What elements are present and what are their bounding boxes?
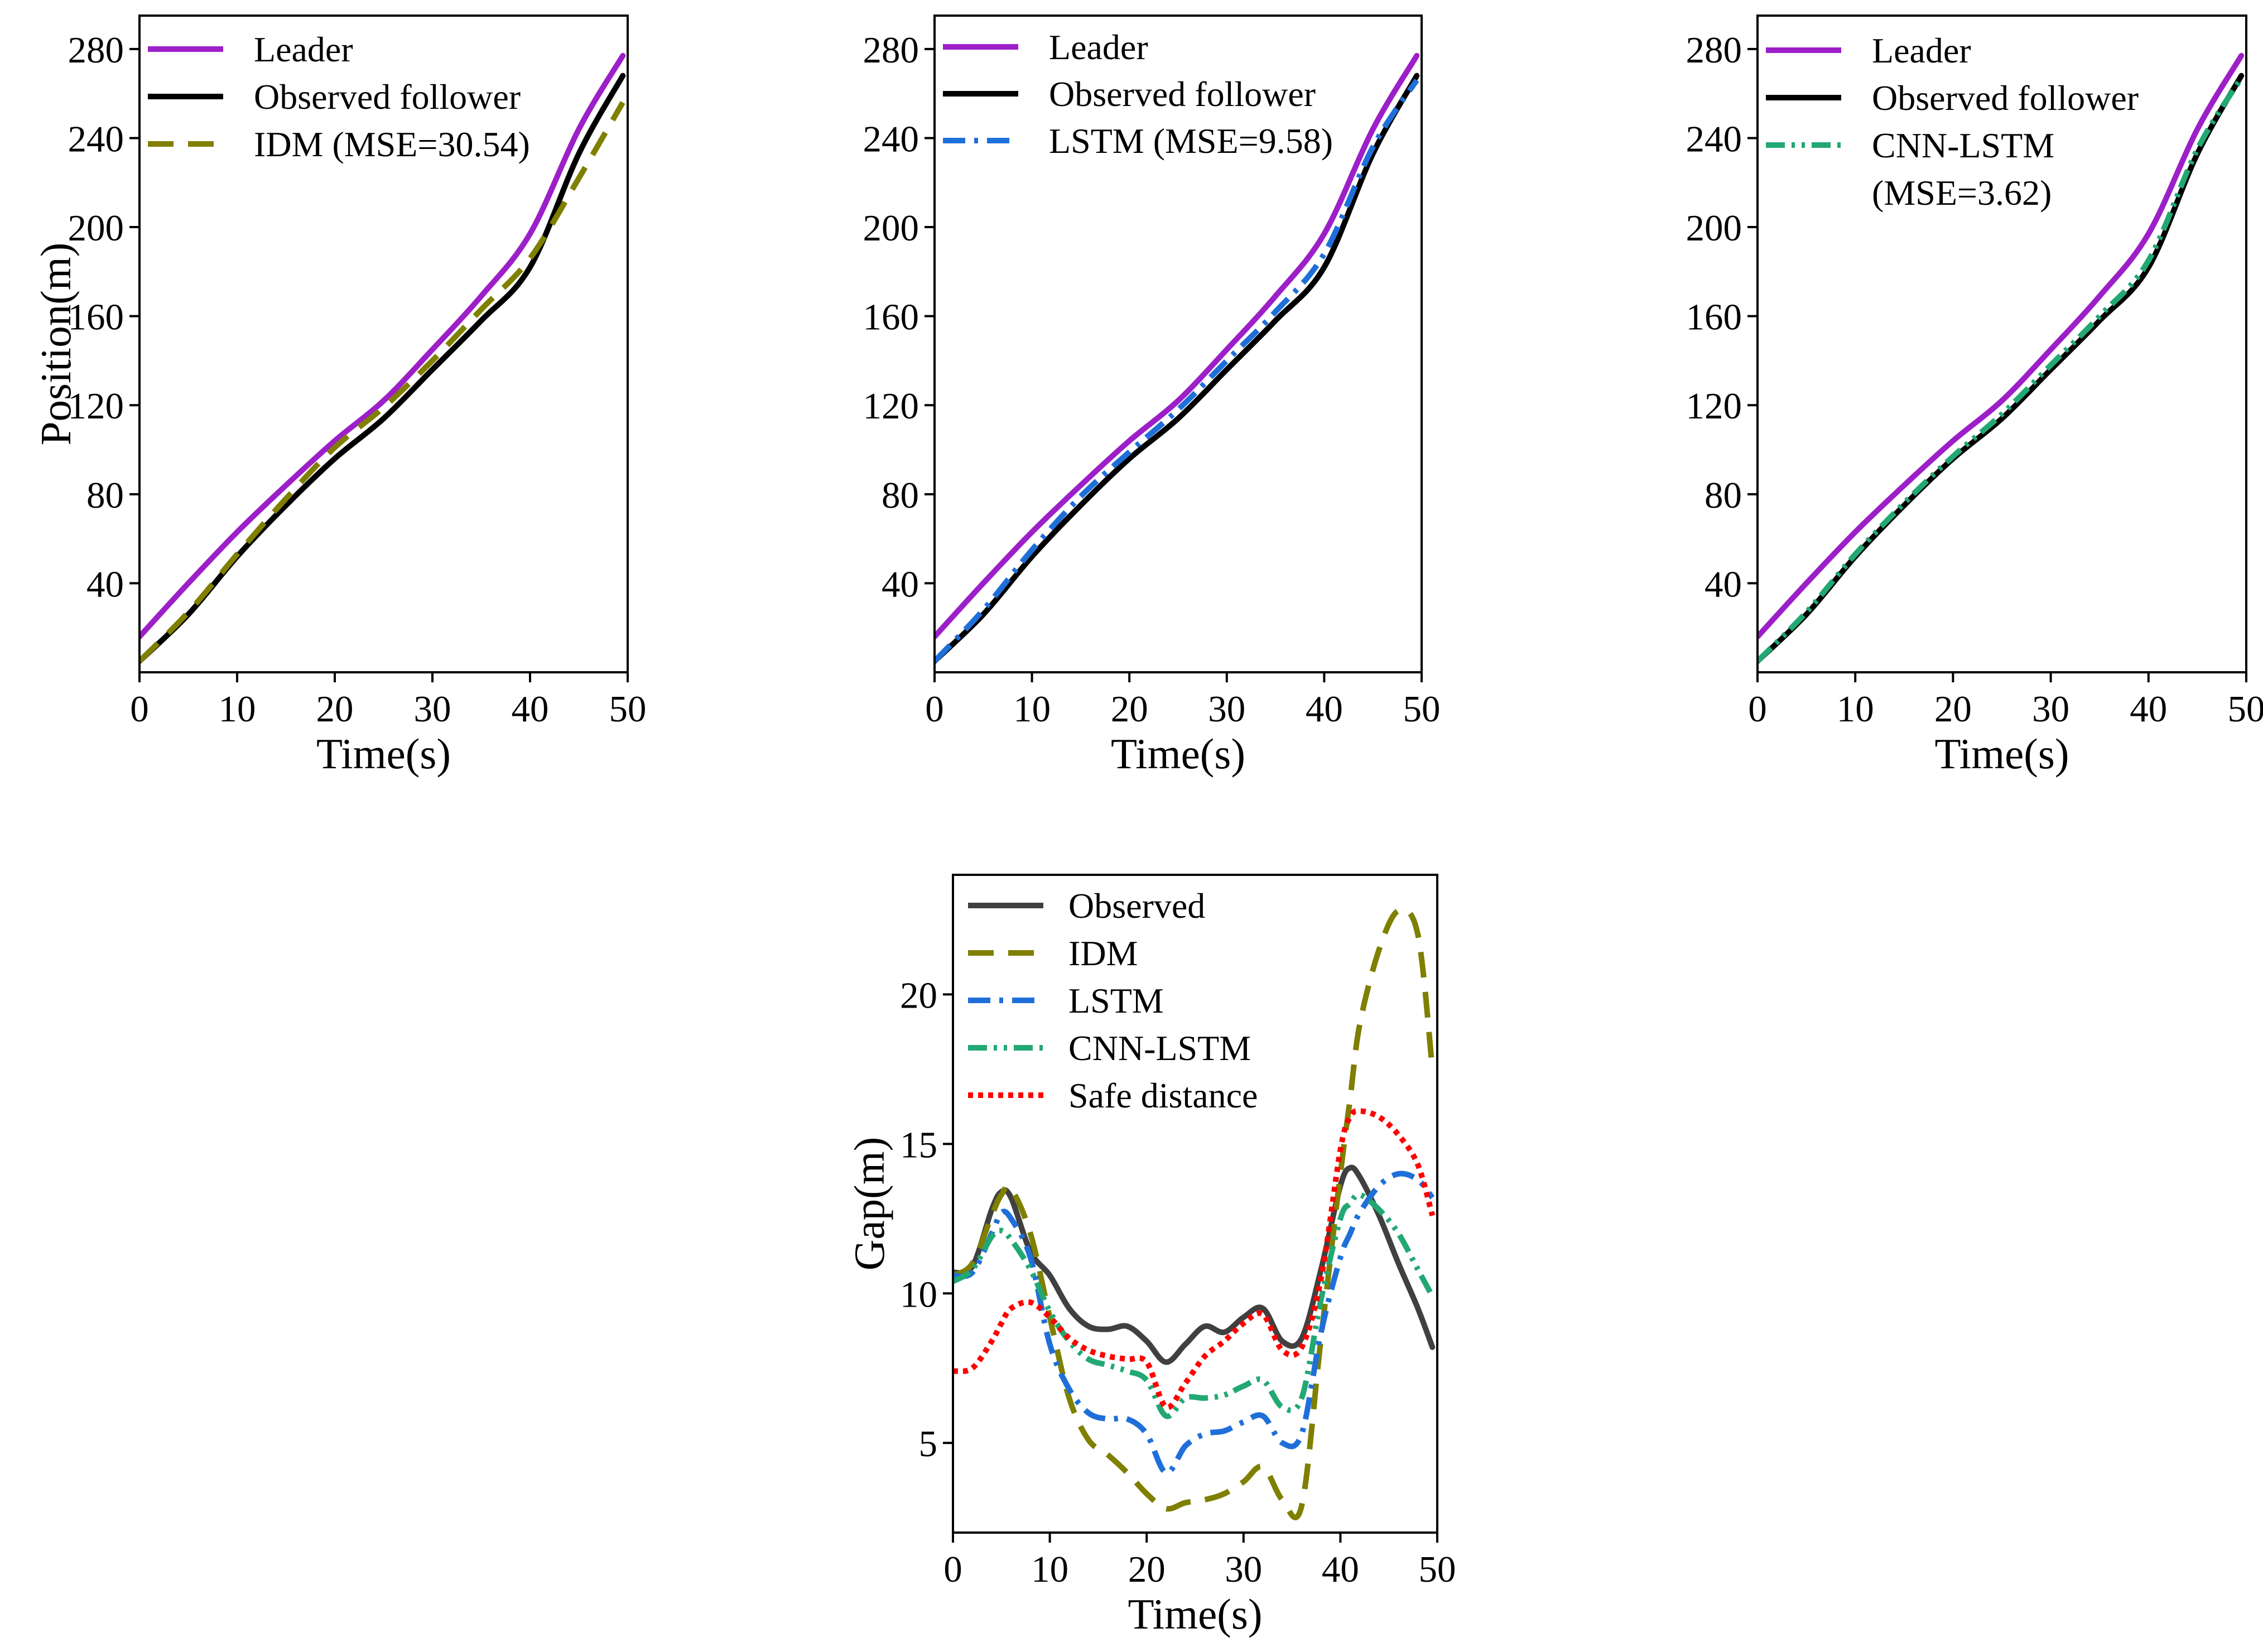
series-line-leader xyxy=(935,52,1420,640)
y-tick-label: 120 xyxy=(863,386,919,427)
legend-label: Observed follower xyxy=(254,77,521,117)
y-tick-label: 160 xyxy=(863,297,919,338)
series-line-cnn-lstm xyxy=(953,1192,1435,1419)
series-group xyxy=(139,52,626,664)
chart-panel_lstm: 0 10 20 30 40 50 40 80 120 160 200 240 280 Time(s) Lea… xyxy=(863,15,1441,778)
x-tick-label: 20 xyxy=(1128,1549,1166,1590)
plot-frame xyxy=(138,15,629,673)
x-tick-label: 0 xyxy=(925,688,944,730)
x-tick-label: 30 xyxy=(2032,688,2069,730)
x-tick-label: 10 xyxy=(1837,688,1874,730)
legend-label: Observed follower xyxy=(1872,78,2139,118)
legend: Observed IDM LSTM CNN-LSTM Safe distance xyxy=(968,886,1258,1115)
y-tick-label: 120 xyxy=(68,386,124,427)
series-line-leader xyxy=(139,52,626,640)
y-tick-label: 280 xyxy=(863,30,919,71)
x-tick-label: 40 xyxy=(1322,1549,1359,1590)
legend-label: LSTM xyxy=(1068,981,1164,1020)
plot-frame xyxy=(952,874,1438,1534)
x-axis-title: Time(s) xyxy=(316,730,451,778)
y-tick-label: 5 xyxy=(919,1423,938,1465)
legend-label: IDM (MSE=30.54) xyxy=(254,124,530,164)
x-tick-label: 50 xyxy=(2228,688,2263,730)
series-line-observed-follower xyxy=(935,73,1420,664)
x-tick-label: 10 xyxy=(1013,688,1051,730)
x-axis-title: Time(s) xyxy=(1111,730,1245,778)
chart-panel_idm: 0 10 20 30 40 50 40 80 120 160 200 240 280 Time(s) Pos… xyxy=(32,15,647,778)
plot-frame xyxy=(1756,15,2247,673)
series-line-safe-distance xyxy=(953,1108,1436,1410)
legend-label: Leader xyxy=(254,30,353,69)
y-axis-title: Gap(m) xyxy=(845,1137,893,1270)
legend-label: Leader xyxy=(1872,31,1971,70)
y-tick-label: 240 xyxy=(68,118,124,160)
y-tick-label: 15 xyxy=(900,1124,937,1165)
x-axis-title: Time(s) xyxy=(1128,1590,1262,1638)
legend-label: Leader xyxy=(1049,27,1148,67)
legend-label: IDM xyxy=(1068,933,1138,973)
legend: Leader Observed follower IDM (MSE=30.54) xyxy=(148,30,530,164)
series-group xyxy=(935,52,1420,664)
x-axis-title: Time(s) xyxy=(1934,730,2069,778)
y-tick-label: 200 xyxy=(68,208,124,249)
series-group xyxy=(1758,52,2245,664)
y-tick-label: 10 xyxy=(900,1274,937,1315)
y-tick-label: 280 xyxy=(1686,30,1742,71)
x-tick-label: 20 xyxy=(316,688,354,730)
legend: Leader Observed follower CNN-LSTM (MSE=3.62… xyxy=(1766,31,2139,213)
y-tick-label: 80 xyxy=(882,475,919,516)
legend: Leader Observed follower LSTM (MSE=9.58) xyxy=(943,27,1333,161)
x-tick-label: 40 xyxy=(2130,688,2167,730)
y-tick-label: 200 xyxy=(1686,208,1742,249)
y-tick-label: 40 xyxy=(86,563,124,605)
y-tick-label: 20 xyxy=(900,975,937,1016)
x-tick-label: 10 xyxy=(1031,1549,1068,1590)
x-tick-label: 20 xyxy=(1934,688,1972,730)
legend-label: Observed xyxy=(1068,886,1205,926)
x-tick-label: 30 xyxy=(1208,688,1245,730)
x-tick-label: 20 xyxy=(1111,688,1148,730)
y-tick-label: 40 xyxy=(882,563,919,605)
series-line-idm xyxy=(139,101,625,663)
x-tick-label: 0 xyxy=(943,1549,962,1590)
x-tick-label: 40 xyxy=(1306,688,1343,730)
y-tick-label: 80 xyxy=(86,475,124,516)
x-tick-label: 30 xyxy=(1225,1549,1262,1590)
x-tick-label: 50 xyxy=(1403,688,1441,730)
series-line-observed-gap xyxy=(953,1164,1436,1365)
y-tick-label: 280 xyxy=(68,30,124,71)
y-tick-label: 40 xyxy=(1705,563,1742,605)
legend-label: Observed follower xyxy=(1049,74,1316,114)
y-tick-label: 160 xyxy=(1686,297,1742,338)
y-tick-label: 80 xyxy=(1705,475,1742,516)
chart-panel_cnn_lstm: 0 10 20 30 40 50 40 80 120 160 200 240 280 Time(s) Lea… xyxy=(1686,15,2263,778)
series-line-cnn-lstm xyxy=(1758,76,2244,663)
legend-label-line2: (MSE=3.62) xyxy=(1872,173,2052,213)
legend-label: CNN-LSTM xyxy=(1872,126,2054,165)
x-tick-label: 50 xyxy=(1419,1549,1456,1590)
series-line-lstm xyxy=(935,78,1419,663)
x-tick-label: 0 xyxy=(1748,688,1767,730)
legend-label: Safe distance xyxy=(1068,1076,1258,1115)
series-line-lstm xyxy=(953,1171,1435,1476)
x-tick-label: 40 xyxy=(512,688,549,730)
plot-frame xyxy=(933,15,1423,673)
series-line-idm xyxy=(953,907,1436,1520)
y-tick-label: 120 xyxy=(1686,386,1742,427)
x-tick-label: 30 xyxy=(414,688,451,730)
series-group xyxy=(953,907,1436,1520)
x-tick-label: 10 xyxy=(219,688,256,730)
y-tick-label: 240 xyxy=(1686,118,1742,160)
y-tick-label: 200 xyxy=(863,208,919,249)
y-tick-label: 160 xyxy=(68,297,124,338)
y-axis-title: Position(m) xyxy=(32,243,80,446)
x-tick-label: 50 xyxy=(609,688,647,730)
chart-panel_gap: 0 10 20 30 40 505101520Time(s)Gap(m)ObservedI… xyxy=(845,874,1456,1638)
series-line-leader xyxy=(1758,52,2245,640)
legend-label: LSTM (MSE=9.58) xyxy=(1049,121,1333,161)
y-tick-label: 240 xyxy=(863,118,919,160)
legend-label: CNN-LSTM xyxy=(1068,1028,1251,1068)
x-tick-label: 0 xyxy=(130,688,149,730)
